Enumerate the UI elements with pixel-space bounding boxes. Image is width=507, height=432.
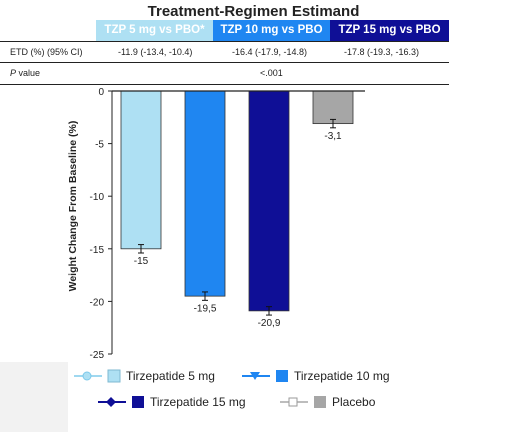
bar: [120, 90, 162, 250]
data-label: -19,5: [194, 303, 217, 314]
legend-item-tzp5: Tirzepatide 5 mg: [72, 368, 215, 384]
y-tick-label: -25: [90, 350, 105, 360]
table-rule-middle: [0, 62, 449, 63]
etd-row-label: ETD (%) (95% CI): [10, 47, 83, 57]
data-label: -20,9: [258, 318, 281, 329]
p-value: <.001: [260, 68, 283, 78]
etd-value-tzp15: -17.8 (-19.3, -16.3): [344, 47, 420, 57]
legend-marker-square-open-icon: [280, 396, 326, 408]
legend-marker-circle-icon: [74, 369, 121, 383]
etd-value-tzp10: -16.4 (-17.9, -14.8): [232, 47, 308, 57]
legend-label-tzp10: Tirzepatide 10 mg: [294, 369, 390, 383]
legend-marker-triangle-icon: [242, 370, 288, 382]
legend-item-tzp15: Tirzepatide 15 mg: [96, 394, 246, 410]
y-axis-label: Weight Change From Baseline (%): [67, 121, 79, 292]
column-header-tzp5: TZP 5 mg vs PBO*: [96, 20, 213, 41]
etd-value-tzp5: -11.9 (-13.4, -10.4): [118, 47, 193, 57]
data-label: -3,1: [324, 131, 342, 142]
chart-title: Treatment-Regimen Estimand: [147, 3, 360, 20]
legend-label-placebo: Placebo: [332, 395, 376, 409]
y-tick-label: -20: [90, 297, 105, 308]
y-tick-label: 0: [98, 87, 104, 98]
table-rule-bottom: [0, 84, 449, 85]
bar: [184, 90, 226, 297]
legend-label-tzp5: Tirzepatide 5 mg: [126, 369, 215, 383]
legend-item-tzp10: Tirzepatide 10 mg: [240, 368, 390, 384]
legend-background: [0, 362, 68, 432]
bar: [312, 90, 354, 125]
bar: [248, 90, 290, 312]
y-tick-label: -15: [90, 245, 105, 256]
bar-chart: 0 -5 -10 -15 -20 -25 -15 -19,5 -20,9 -3,1 Weight …: [67, 87, 365, 360]
legend-marker-diamond-icon: [98, 396, 144, 408]
p-value-row-label: P value: [10, 68, 41, 78]
column-header-tzp15: TZP 15 mg vs PBO: [330, 20, 449, 41]
legend-label-tzp15: Tirzepatide 15 mg: [150, 395, 246, 409]
column-header-tzp10: TZP 10 mg vs PBO: [213, 20, 330, 41]
table-rule-top: [0, 41, 449, 42]
legend-item-placebo: Placebo: [278, 394, 375, 410]
y-tick-label: -5: [95, 140, 104, 151]
y-tick-label: -10: [90, 192, 105, 203]
legend: Tirzepatide 5 mg Tirzepatide 10 mg Tirze…: [0, 362, 507, 432]
data-label: -15: [134, 256, 149, 267]
